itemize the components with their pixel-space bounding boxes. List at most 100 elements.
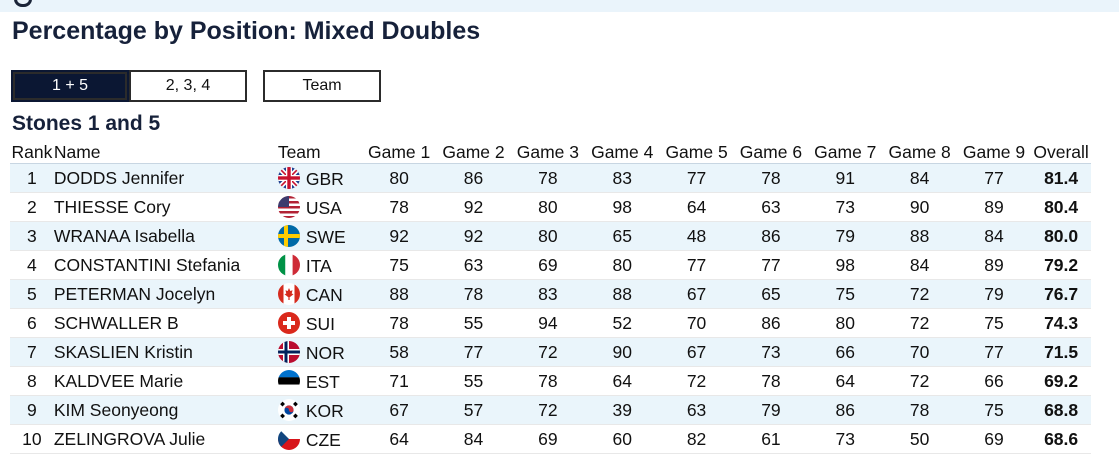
header-game-7[interactable]: Game 7: [808, 141, 883, 164]
game-6-cell: 73: [733, 337, 809, 367]
team-cell: EST: [277, 366, 362, 396]
athlete-name[interactable]: CONSTANTINI Stefania: [53, 250, 278, 280]
table-row[interactable]: 10 ZELINGROVA Julie CZE 64 84 69 60 82 61 73 50 69 6…: [10, 424, 1091, 454]
header-rank[interactable]: Rank: [10, 141, 54, 164]
game-8-cell: 90: [882, 192, 957, 222]
game-2-cell: 55: [436, 308, 511, 338]
header-game-8[interactable]: Game 8: [882, 141, 957, 164]
rank-cell: 7: [10, 337, 54, 367]
table-row[interactable]: 8 KALDVEE Marie EST 71 55 78 64 72 78 64 72 66 69.2: [10, 366, 1091, 396]
athlete-name[interactable]: SCHWALLER B: [53, 308, 278, 338]
tab-stones-1-5[interactable]: 1 + 5: [11, 70, 129, 102]
game-5-cell: 67: [659, 279, 734, 309]
game-3-cell: 78: [510, 366, 586, 396]
game-7-cell: 75: [808, 279, 883, 309]
athlete-name[interactable]: THIESSE Cory: [53, 192, 278, 222]
game-7-cell: 79: [808, 221, 883, 251]
game-9-cell: 75: [956, 308, 1032, 338]
tab-stones-2-3-4[interactable]: 2, 3, 4: [129, 70, 247, 102]
athlete-name[interactable]: SKASLIEN Kristin: [53, 337, 278, 367]
table-row[interactable]: 9 KIM Seonyeong KOR 67 57 72 39 63 79 86 78 75 68.8: [10, 395, 1091, 425]
game-8-cell: 72: [882, 308, 957, 338]
game-4-cell: 88: [585, 279, 660, 309]
game-8-cell: 72: [882, 279, 957, 309]
athlete-name[interactable]: ZELINGROVA Julie: [53, 424, 278, 454]
tab-team[interactable]: Team: [263, 70, 381, 102]
game-9-cell: 77: [956, 163, 1032, 193]
header-game-1[interactable]: Game 1: [361, 141, 437, 164]
sui-flag-icon: [277, 311, 300, 334]
header-game-5[interactable]: Game 5: [659, 141, 734, 164]
header-game-2[interactable]: Game 2: [436, 141, 511, 164]
game-1-cell: 64: [361, 424, 437, 454]
est-flag-icon: [277, 369, 300, 392]
header-game-6[interactable]: Game 6: [733, 141, 809, 164]
table-row[interactable]: 4 CONSTANTINI Stefania ITA 75 63 69 80 77 77 98 84…: [10, 250, 1091, 280]
game-8-cell: 50: [882, 424, 957, 454]
game-4-cell: 90: [585, 337, 660, 367]
game-2-cell: 78: [436, 279, 511, 309]
athlete-name[interactable]: WRANAA Isabella: [53, 221, 278, 251]
cze-flag-icon: [277, 427, 300, 450]
game-8-cell: 84: [882, 163, 957, 193]
table-row[interactable]: 2 THIESSE Cory USA 78 92 80 98 64 63 73 90 89 80.4: [10, 192, 1091, 222]
game-4-cell: 64: [585, 366, 660, 396]
game-4-cell: 98: [585, 192, 660, 222]
rank-cell: 10: [10, 424, 54, 454]
overall-cell: 68.6: [1031, 424, 1091, 454]
table-row[interactable]: 7 SKASLIEN Kristin NOR 58 77 72 90 67 73 66 70 77 71…: [10, 337, 1091, 367]
game-6-cell: 78: [733, 366, 809, 396]
game-5-cell: 77: [659, 250, 734, 280]
game-5-cell: 64: [659, 192, 734, 222]
table-row[interactable]: 6 SCHWALLER B SUI 78 55 94 52 70 86 80 72 75 74.3: [10, 308, 1091, 338]
team-code: CAN: [305, 284, 343, 305]
header-game-9[interactable]: Game 9: [956, 141, 1032, 164]
overall-cell: 71.5: [1031, 337, 1091, 367]
game-9-cell: 89: [956, 192, 1032, 222]
athlete-name[interactable]: KALDVEE Marie: [53, 366, 278, 396]
top-strip: [0, 0, 1119, 12]
athlete-name[interactable]: PETERMAN Jocelyn: [53, 279, 278, 309]
game-9-cell: 79: [956, 279, 1032, 309]
game-5-cell: 48: [659, 221, 734, 251]
table-row[interactable]: 1 DODDS Jennifer GBR 80 86 78 83 77 78 91 84 77 81.4: [10, 163, 1091, 193]
table-body: 1 DODDS Jennifer GBR 80 86 78 83 77 78 91 84 77 81.4…: [10, 163, 1091, 454]
athlete-name[interactable]: KIM Seonyeong: [53, 395, 278, 425]
table-header-row: Rank Name Team Game 1 Game 2 Game 3 Game…: [10, 141, 1091, 164]
game-8-cell: 72: [882, 366, 957, 396]
game-6-cell: 63: [733, 192, 809, 222]
overall-cell: 74.3: [1031, 308, 1091, 338]
athlete-name[interactable]: DODDS Jennifer: [53, 163, 278, 193]
game-4-cell: 83: [585, 163, 660, 193]
game-3-cell: 83: [510, 279, 586, 309]
overall-cell: 76.7: [1031, 279, 1091, 309]
game-1-cell: 71: [361, 366, 437, 396]
rank-cell: 6: [10, 308, 54, 338]
header-team[interactable]: Team: [277, 141, 362, 164]
game-8-cell: 78: [882, 395, 957, 425]
game-1-cell: 78: [361, 192, 437, 222]
game-8-cell: 70: [882, 337, 957, 367]
rank-cell: 8: [10, 366, 54, 396]
rank-cell: 3: [10, 221, 54, 251]
team-cell: CAN: [277, 279, 362, 309]
table-row[interactable]: 5 PETERMAN Jocelyn CAN 88 78 83 88 67 65 75 72 79 76…: [10, 279, 1091, 309]
game-2-cell: 86: [436, 163, 511, 193]
header-overall[interactable]: Overall: [1031, 141, 1091, 164]
game-3-cell: 69: [510, 424, 586, 454]
game-5-cell: 70: [659, 308, 734, 338]
game-5-cell: 63: [659, 395, 734, 425]
game-7-cell: 66: [808, 337, 883, 367]
team-code: SWE: [305, 226, 346, 247]
header-game-3[interactable]: Game 3: [510, 141, 586, 164]
header-name[interactable]: Name: [53, 141, 278, 164]
header-game-4[interactable]: Game 4: [585, 141, 660, 164]
game-4-cell: 52: [585, 308, 660, 338]
overall-cell: 81.4: [1031, 163, 1091, 193]
table-row[interactable]: 3 WRANAA Isabella SWE 92 92 80 65 48 86 79 88 84 80.…: [10, 221, 1091, 251]
position-tabs: 1 + 5 2, 3, 4 Team: [11, 70, 381, 102]
kor-flag-icon: [277, 398, 300, 421]
nor-flag-icon: [277, 340, 300, 363]
game-2-cell: 63: [436, 250, 511, 280]
team-code: ITA: [305, 255, 332, 276]
